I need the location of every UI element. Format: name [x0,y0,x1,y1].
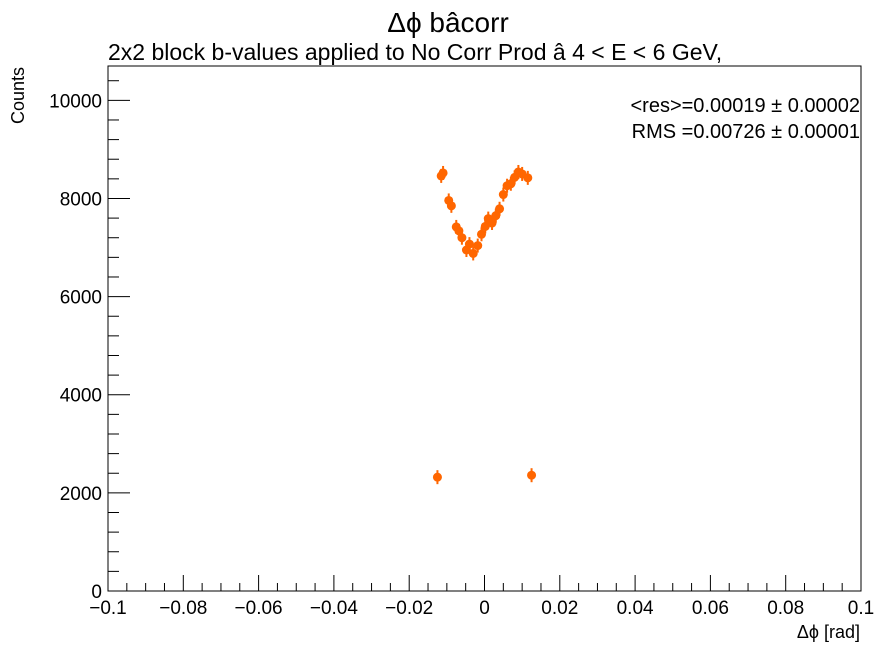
y-axis: 0 2000 4000 6000 8000 10000 [49,80,130,603]
data-marker [491,211,501,221]
data-marker [527,470,537,480]
y-tick-label: 8000 [60,189,102,210]
x-tick-label: −0.08 [159,598,207,619]
x-tick-label: −0.1 [89,598,127,619]
data-marker [476,229,486,239]
data-point [476,227,486,242]
x-axis: −0.1 −0.08 −0.06 −0.04 −0.02 0 0.02 0.04 0.06 0.0… [89,575,874,619]
y-axis-label: Counts [8,67,28,124]
y-tick-label: 10000 [49,91,102,112]
data-point [473,238,483,253]
data-marker [438,168,448,178]
data-point [527,468,537,483]
x-tick-label: 0.02 [541,598,578,619]
x-tick-label: 0.1 [848,598,874,619]
data-marker [473,241,483,251]
x-tick-label: −0.02 [385,598,433,619]
x-tick-label: 0.08 [767,598,804,619]
data-point [523,170,533,185]
chart-title: Δϕ bâcorr [387,7,509,38]
data-point [457,230,467,245]
y-tick-label: 2000 [60,484,102,505]
data-point [498,187,508,202]
stats-mean: <res>=0.00019 ± 0.00002 [630,95,860,117]
data-marker [495,204,505,214]
data-point [432,470,442,485]
data-marker [498,190,508,200]
data-marker [432,472,442,482]
data-markers [432,164,537,485]
data-marker [468,248,478,258]
chart-subtitle: 2x2 block b-values applied to No Corr Pr… [108,39,722,65]
stats-rms: RMS =0.00726 ± 0.00001 [632,121,860,143]
data-point [438,165,448,180]
data-point [468,246,478,261]
y-tick-label: 4000 [60,386,102,407]
data-marker [457,233,467,243]
x-tick-label: −0.06 [235,598,283,619]
x-tick-label: 0.04 [617,598,654,619]
data-point [464,237,474,252]
data-point [446,198,456,213]
data-marker [446,201,456,211]
x-tick-label: 0.06 [692,598,729,619]
x-axis-label: Δϕ [rad] [797,622,860,642]
data-marker [464,239,474,249]
x-tick-label: 0 [479,598,490,619]
data-marker [487,218,497,228]
data-point [495,201,505,216]
plot-frame [107,65,862,592]
y-tick-label: 0 [91,582,102,603]
x-tick-label: −0.04 [310,598,359,619]
data-marker [523,173,533,183]
data-point [487,216,497,231]
y-tick-label: 6000 [60,288,102,309]
